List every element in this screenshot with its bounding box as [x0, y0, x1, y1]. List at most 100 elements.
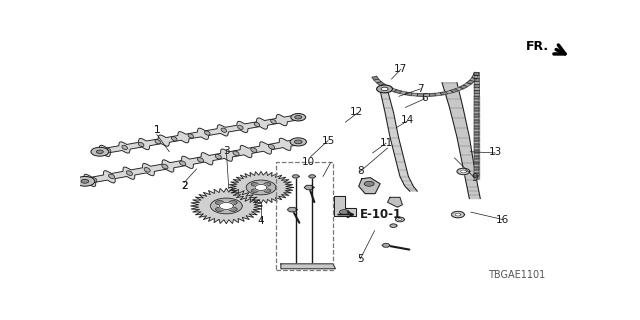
Text: 11: 11 [380, 138, 393, 148]
Polygon shape [390, 224, 397, 228]
Text: 9: 9 [471, 172, 477, 183]
Circle shape [264, 183, 271, 186]
Text: 8: 8 [357, 166, 364, 176]
Circle shape [294, 140, 302, 144]
Circle shape [229, 207, 237, 212]
Ellipse shape [144, 167, 150, 172]
Polygon shape [382, 244, 390, 247]
Circle shape [295, 116, 301, 119]
Text: 1: 1 [154, 124, 160, 135]
Polygon shape [474, 150, 479, 153]
Ellipse shape [180, 161, 186, 165]
Polygon shape [440, 92, 447, 95]
Ellipse shape [106, 148, 111, 152]
Ellipse shape [271, 119, 276, 124]
Circle shape [81, 180, 89, 183]
Circle shape [97, 150, 103, 154]
Polygon shape [255, 185, 267, 190]
Polygon shape [474, 144, 479, 147]
Polygon shape [452, 212, 465, 218]
Polygon shape [474, 108, 479, 111]
Polygon shape [474, 173, 479, 176]
Polygon shape [474, 176, 479, 179]
Polygon shape [429, 93, 435, 96]
Polygon shape [442, 83, 480, 198]
Text: 3: 3 [223, 146, 230, 156]
Polygon shape [474, 102, 479, 105]
Polygon shape [385, 86, 392, 90]
Text: 14: 14 [401, 115, 414, 125]
Text: 15: 15 [321, 136, 335, 146]
Text: 10: 10 [301, 156, 315, 167]
Polygon shape [292, 175, 300, 178]
Circle shape [251, 183, 259, 186]
Ellipse shape [138, 142, 144, 147]
Ellipse shape [251, 148, 257, 152]
Polygon shape [389, 88, 397, 92]
Polygon shape [457, 168, 470, 175]
Ellipse shape [162, 164, 168, 169]
Polygon shape [474, 88, 479, 91]
Polygon shape [474, 91, 479, 93]
Polygon shape [417, 94, 424, 96]
Polygon shape [308, 175, 316, 178]
Polygon shape [445, 91, 453, 94]
Polygon shape [304, 185, 314, 190]
Text: 4: 4 [258, 216, 264, 226]
Polygon shape [474, 73, 479, 76]
Polygon shape [474, 84, 479, 88]
Polygon shape [474, 170, 479, 173]
Polygon shape [372, 76, 379, 80]
Polygon shape [380, 84, 388, 88]
Polygon shape [334, 196, 356, 216]
Polygon shape [435, 93, 442, 96]
Polygon shape [474, 123, 479, 126]
Circle shape [291, 114, 306, 121]
Ellipse shape [122, 145, 127, 149]
Ellipse shape [91, 177, 97, 182]
Polygon shape [474, 129, 479, 132]
Ellipse shape [269, 145, 275, 149]
Polygon shape [83, 138, 300, 187]
Circle shape [381, 87, 388, 91]
Circle shape [376, 85, 392, 93]
Polygon shape [98, 114, 301, 156]
Polygon shape [474, 76, 479, 79]
Circle shape [339, 210, 349, 215]
Polygon shape [474, 105, 479, 108]
Ellipse shape [254, 122, 260, 127]
Text: 12: 12 [350, 107, 364, 117]
Polygon shape [474, 167, 479, 170]
Polygon shape [474, 153, 479, 156]
Circle shape [91, 147, 109, 156]
Polygon shape [411, 93, 418, 96]
Circle shape [264, 189, 271, 192]
Text: 16: 16 [496, 214, 509, 225]
Polygon shape [467, 80, 474, 84]
Polygon shape [191, 188, 262, 224]
Polygon shape [463, 83, 471, 86]
Polygon shape [377, 82, 384, 85]
Polygon shape [461, 170, 467, 173]
Polygon shape [474, 126, 479, 129]
Polygon shape [211, 198, 242, 214]
Ellipse shape [233, 151, 239, 156]
Text: E-10-1: E-10-1 [360, 208, 403, 221]
Polygon shape [474, 120, 479, 123]
Polygon shape [474, 72, 479, 75]
Polygon shape [405, 92, 412, 95]
Polygon shape [474, 141, 479, 144]
Polygon shape [474, 82, 479, 85]
Circle shape [364, 181, 374, 186]
Bar [276, 162, 333, 270]
Circle shape [290, 138, 307, 146]
Polygon shape [229, 172, 293, 204]
Polygon shape [281, 264, 335, 269]
Polygon shape [455, 87, 463, 91]
Polygon shape [472, 75, 478, 78]
Polygon shape [380, 90, 417, 191]
Polygon shape [246, 180, 276, 195]
Polygon shape [359, 178, 380, 194]
Polygon shape [423, 94, 429, 96]
Ellipse shape [126, 171, 132, 175]
